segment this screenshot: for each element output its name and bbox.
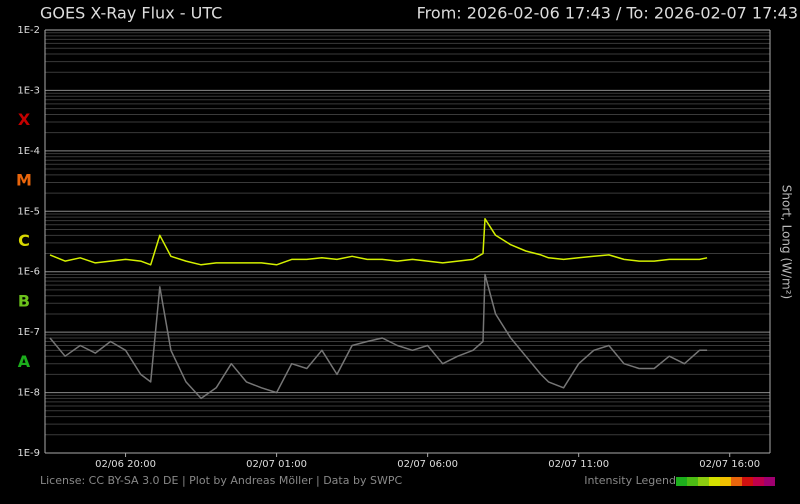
flare-class: X xyxy=(18,110,31,129)
x-tick-label: 02/07 01:00 xyxy=(246,459,307,470)
intensity-legend xyxy=(676,477,775,486)
x-tick-label: 02/07 16:00 xyxy=(699,459,760,470)
flare-class: A xyxy=(18,352,31,371)
series-line xyxy=(49,273,708,400)
flare-class: C xyxy=(18,231,30,250)
y-tick-label: 1E-6 xyxy=(17,267,40,278)
x-tick-label: 02/07 11:00 xyxy=(548,459,609,470)
x-tick-label: 02/07 06:00 xyxy=(397,459,458,470)
flare-class: B xyxy=(18,291,30,310)
series-line xyxy=(49,218,708,266)
legend-label: Intensity Legend xyxy=(584,474,676,487)
y-tick-label: 1E-7 xyxy=(17,327,40,338)
y-tick-label: 1E-3 xyxy=(17,85,40,96)
footer: License: CC BY-SA 3.0 DE | Plot by Andre… xyxy=(40,474,402,487)
period: From: 2026-02-06 17:43 / To: 2026-02-07 … xyxy=(417,4,798,23)
flare-class: M xyxy=(16,171,32,190)
x-tick-label: 02/06 20:00 xyxy=(95,459,156,470)
y-axis-label: Short, Long (W/m²) xyxy=(780,185,794,299)
y-tick-label: 1E-8 xyxy=(17,388,40,399)
y-tick-label: 1E-5 xyxy=(17,206,40,217)
y-tick-label: 1E-4 xyxy=(17,146,40,157)
y-tick-label: 1E-2 xyxy=(17,25,40,36)
y-tick-label: 1E-9 xyxy=(17,448,40,459)
chart-title: GOES X-Ray Flux - UTC xyxy=(40,4,222,23)
